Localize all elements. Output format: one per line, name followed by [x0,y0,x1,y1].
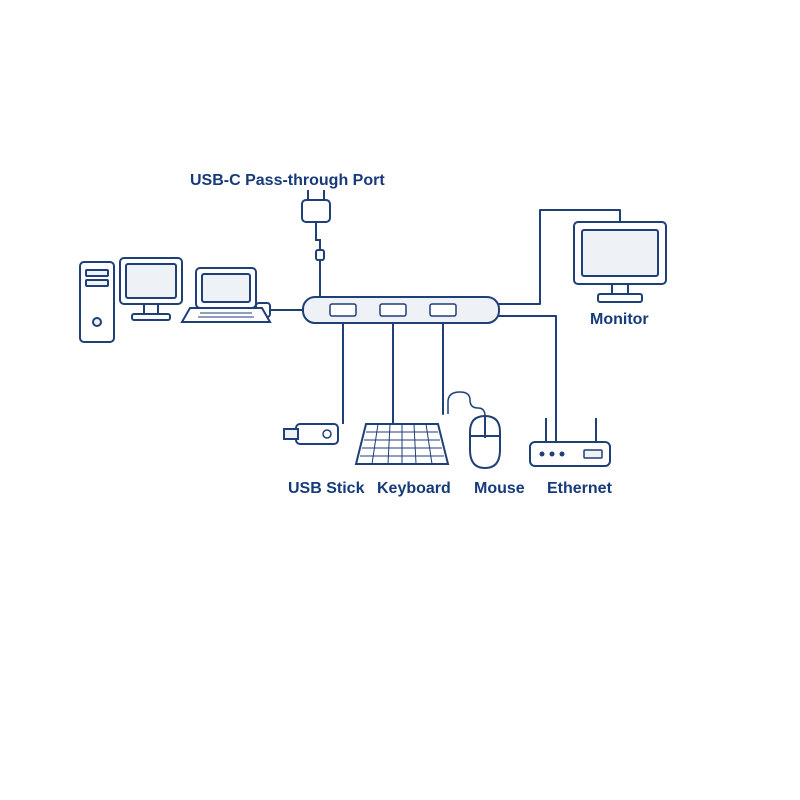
mouse-label: Mouse [474,480,525,498]
monitor-label: Monitor [590,311,649,329]
diagram-canvas: USB-C Pass-through Port Monitor USB Stic… [0,0,800,800]
keyboard-label: Keyboard [377,480,451,498]
router-icon [530,414,610,466]
passthrough-label: USB-C Pass-through Port [190,172,385,190]
usbstick-label: USB Stick [288,480,364,498]
diagram-svg [0,0,800,800]
desktop-icon [80,262,114,342]
desktop-monitor-icon [120,258,182,320]
laptop-icon [182,268,270,322]
usb-stick-icon [284,414,343,444]
ethernet-label: Ethernet [547,480,612,498]
monitor-icon [574,222,666,302]
keyboard-icon [356,414,448,464]
mouse-icon [448,392,500,468]
charger-icon [302,190,330,260]
